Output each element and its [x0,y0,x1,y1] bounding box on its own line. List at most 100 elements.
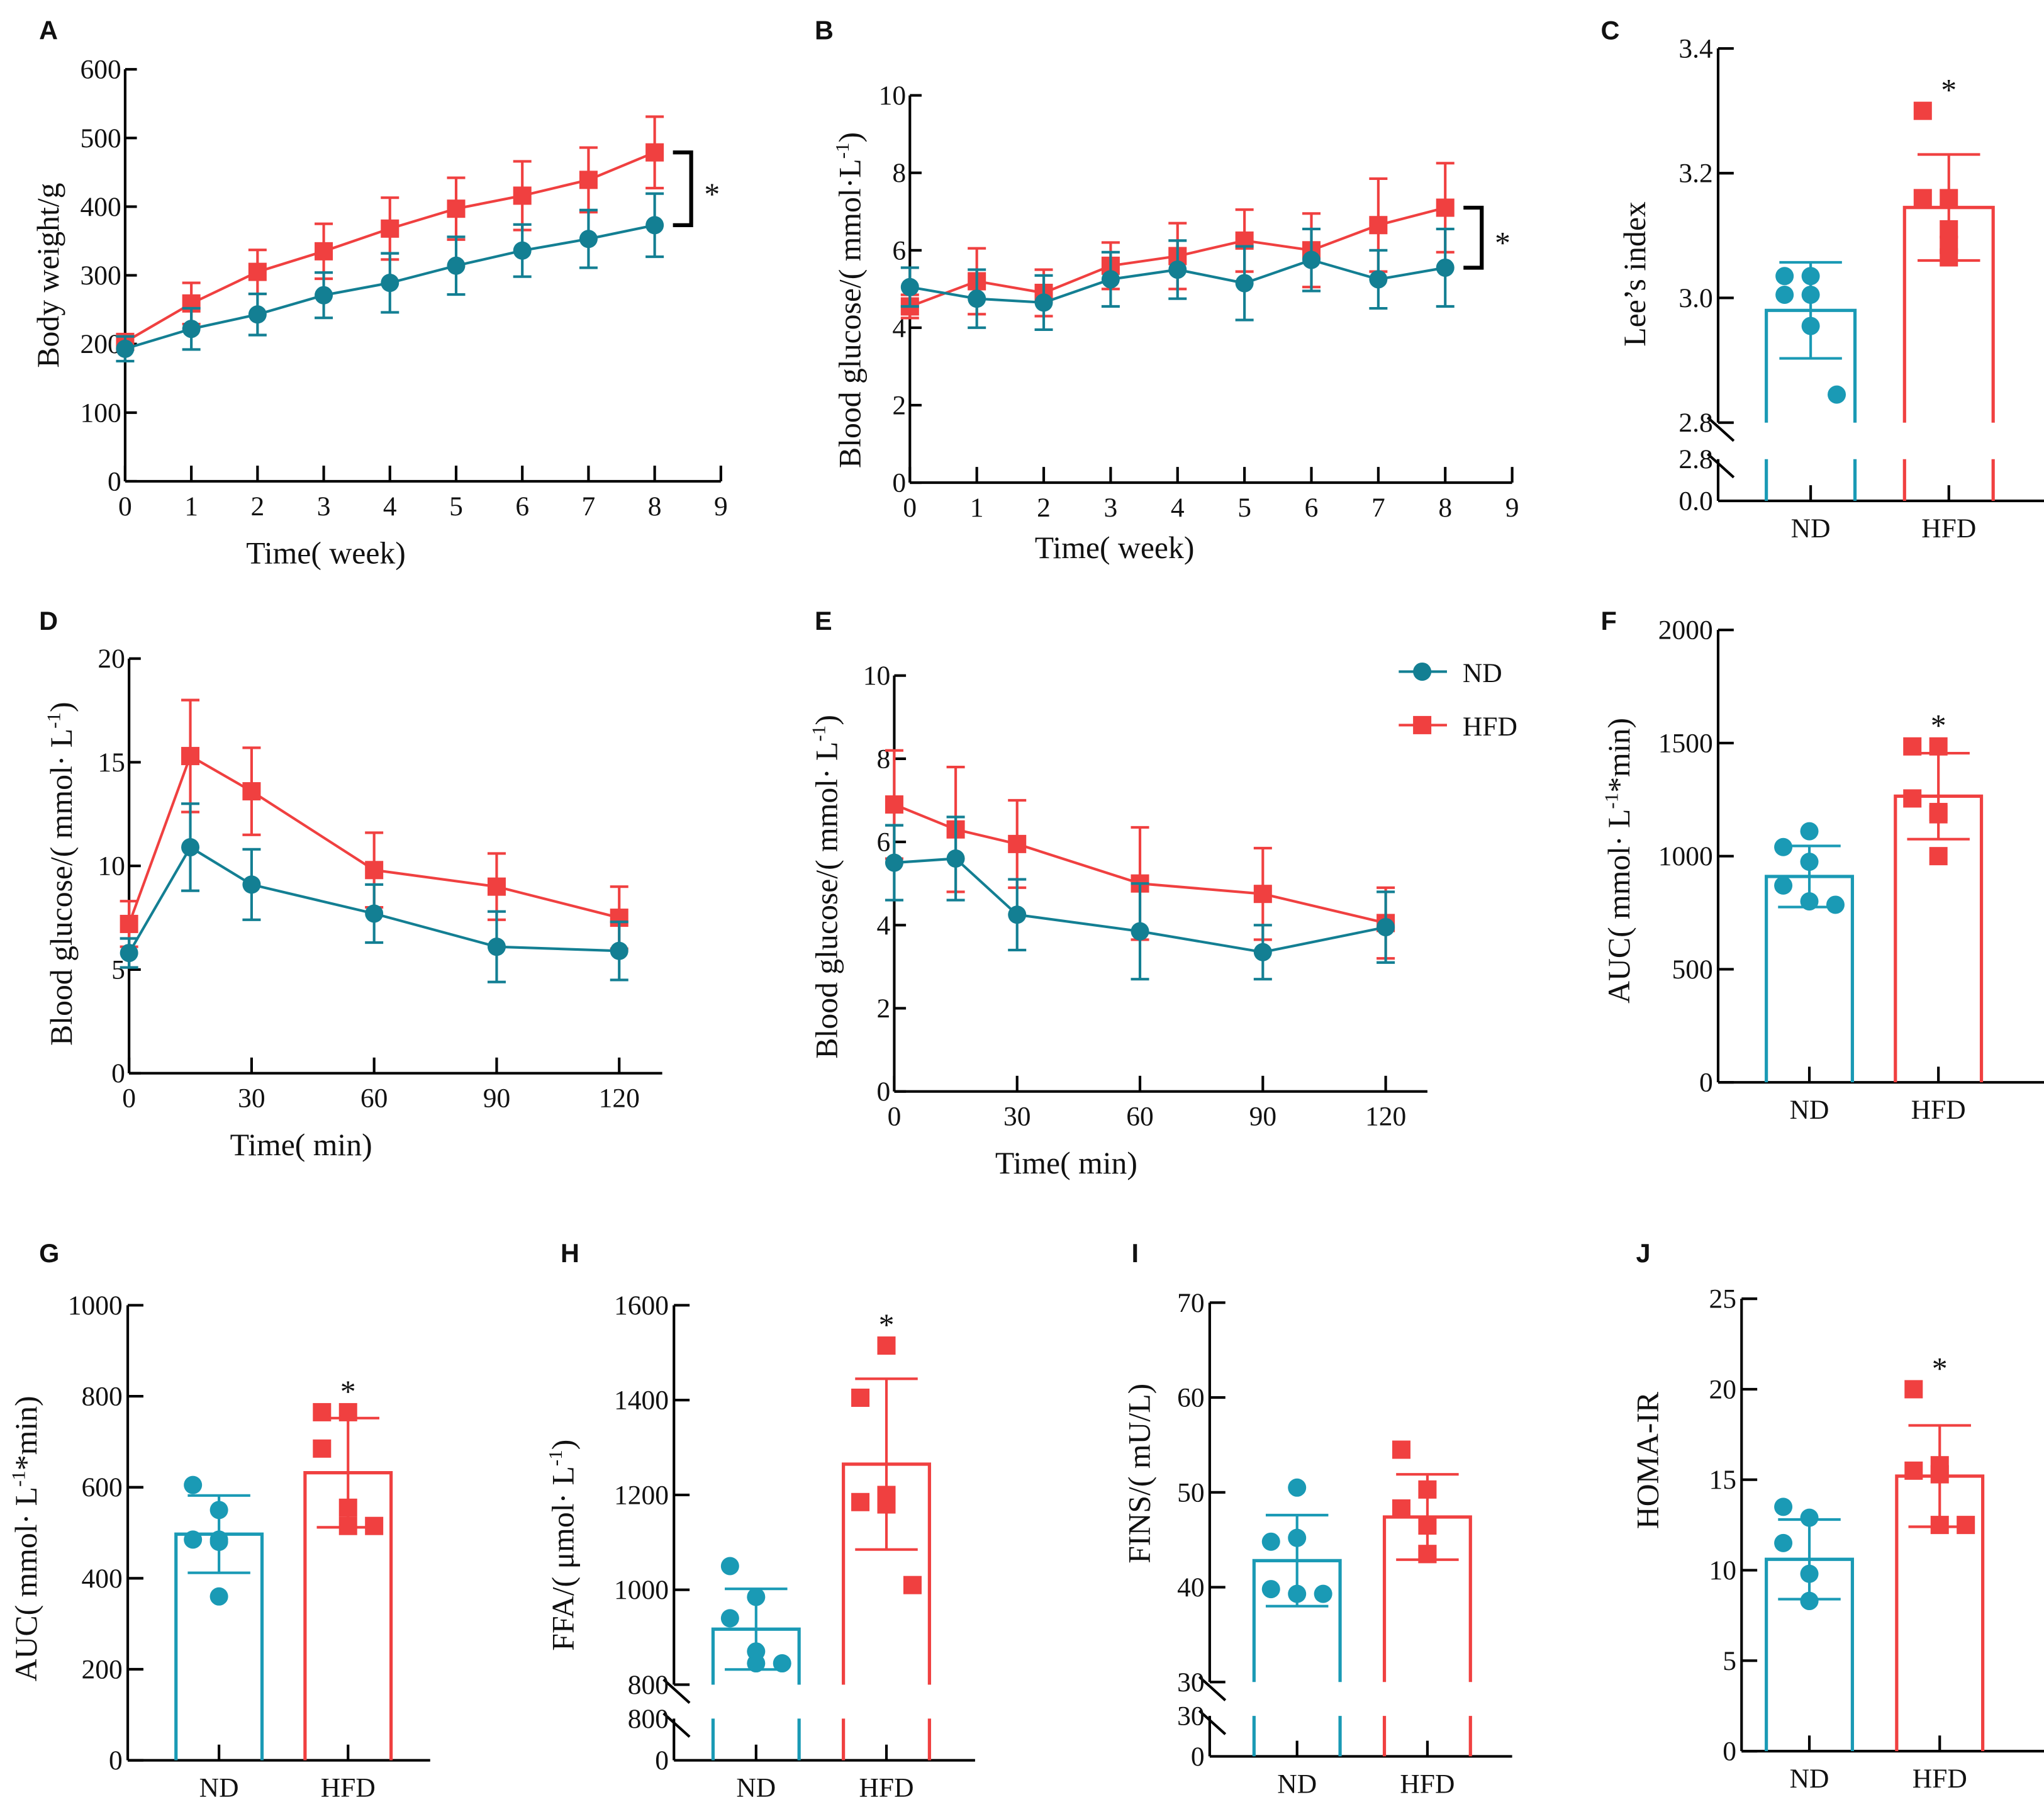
data-point-circle [1774,837,1793,856]
y-axis-title: HOMA-IR [1631,1391,1665,1529]
y-axis-title-end: ) [546,1440,581,1450]
y-tick-label: 100 [80,398,121,428]
data-point-square [181,747,200,766]
y-tick-label: 3.4 [1678,34,1713,64]
panel-B: B Blood glucose/( mmol·L-1) 0 2 4 6 8 10 0 1 2 3 4 5 6… [815,16,1519,566]
x-tick-label: ND [1790,1095,1829,1125]
data-point-square [487,877,506,896]
data-point-circle [209,1587,228,1606]
x-tick-label: HFD [1400,1769,1455,1797]
data-point-circle [1774,876,1793,895]
y-tick-label: 6 [892,235,906,266]
data-point-square [877,1336,896,1355]
x-tick-label: 3 [317,491,331,522]
y-tick-label: 800 [628,1704,669,1734]
bar-group-HFD [842,1336,931,1761]
x-tick-label: 9 [1505,493,1519,523]
y-tick-label: 0 [892,468,906,498]
bar-group-HFD [303,1402,393,1761]
x-tick-label: 4 [1171,493,1185,523]
panel-A: A Body weight/g 0 100 200 300 400 500 600 0 1 2 3 4 5 6… [31,16,727,571]
y-axis-title-superscript: -1 [42,712,64,729]
y-tick-label: 0 [876,1077,890,1107]
data-point-square [338,1498,357,1517]
y-tick-label: 30 [1177,1701,1204,1732]
bar-group-HFD [1902,101,1995,501]
data-point-circle [182,320,201,339]
panel-J: J HOMA-IR 0 5 10 15 20 25 ND HFD * [1631,1238,2044,1794]
panel-I: I FINS/( mU/L) 30 40 50 60 70 0 30 ND HFD [1122,1238,1512,1797]
y-axis-title: Blood glucose/( mmol· L-1) [42,702,79,1046]
series-ND [116,192,664,363]
data-point-square [851,1492,870,1511]
x-tick-label: 7 [582,491,596,522]
panel-label: J [1636,1238,1650,1268]
x-tick-label: ND [1277,1769,1317,1797]
legend: ND HFD [1399,658,1517,742]
data-point-circle [209,1501,228,1520]
data-point-circle [1800,892,1819,911]
y-tick-label: 1400 [614,1386,669,1416]
significance-star: * [704,177,720,211]
data-point-square [365,861,384,880]
x-tick-label: ND [736,1773,776,1797]
y-tick-label: 10 [1709,1555,1736,1586]
y-axis-title-text: HOMA-IR [1631,1391,1665,1529]
x-tick-label: 60 [360,1083,388,1114]
y-axis-title-superscript: -1 [7,1470,29,1487]
x-tick-label: 2 [250,491,264,522]
data-point-circle [1801,316,1820,335]
data-point-circle [1800,1564,1819,1583]
y-tick-label: 800 [82,1382,123,1412]
data-point-square [1940,189,1958,208]
significance-bracket [673,150,693,227]
y-tick-label: 0 [111,1058,125,1089]
data-point-square [1940,220,1958,238]
data-point-square [315,242,333,260]
bar-group-ND [1252,1478,1342,1757]
data-point-circle [900,277,919,296]
y-tick-label: 10 [98,851,125,882]
data-point-circle [747,1654,766,1673]
y-tick-label: 200 [82,1655,123,1685]
x-tick-label: HFD [321,1773,376,1797]
y-axis-title-text: AUC( mmol· L [1602,809,1636,1004]
data-point-circle [1800,822,1819,841]
x-axis-title: Time( week) [1035,530,1195,565]
axis-break-mark [1198,1710,1227,1735]
series-line [128,845,620,954]
y-tick-label: 10 [879,81,907,111]
x-tick-label: 1 [970,493,984,523]
x-tick-label: 2 [1037,493,1051,523]
data-point-circle [184,1530,203,1549]
x-tick-label: ND [199,1773,239,1797]
y-tick-label: 0 [655,1745,669,1776]
y-tick-label: 20 [98,644,125,674]
data-point-circle [181,838,200,857]
data-point-square [1418,1545,1437,1564]
data-point-square [1929,805,1948,824]
data-point-square [1903,789,1922,808]
data-point-circle [1261,1532,1280,1551]
x-tick-label: HFD [1921,513,1976,544]
panel-label: D [39,606,58,635]
y-axis-title: AUC( mmol· L-1*min) [7,1396,43,1681]
data-point-circle [645,216,664,235]
y-axis-title: FFA/( μmol· L-1) [544,1440,581,1651]
data-point-circle [242,875,261,894]
data-point-square [1904,1461,1923,1480]
x-tick-label: HFD [859,1773,913,1797]
series-line [894,857,1387,954]
x-tick-label: 5 [449,491,463,522]
data-point-circle [248,305,267,324]
data-point-square [1929,847,1948,866]
significance-star: * [1932,1351,1948,1386]
data-point-square [1957,1516,1975,1535]
y-tick-label: 1500 [1658,728,1713,758]
data-point-square [338,1402,357,1421]
data-point-circle [1008,905,1027,924]
y-tick-label: 0 [1723,1737,1736,1767]
y-tick-label: 1000 [614,1575,669,1605]
y-tick-label: 2.8 [1678,444,1712,474]
data-point-circle [1775,286,1794,305]
